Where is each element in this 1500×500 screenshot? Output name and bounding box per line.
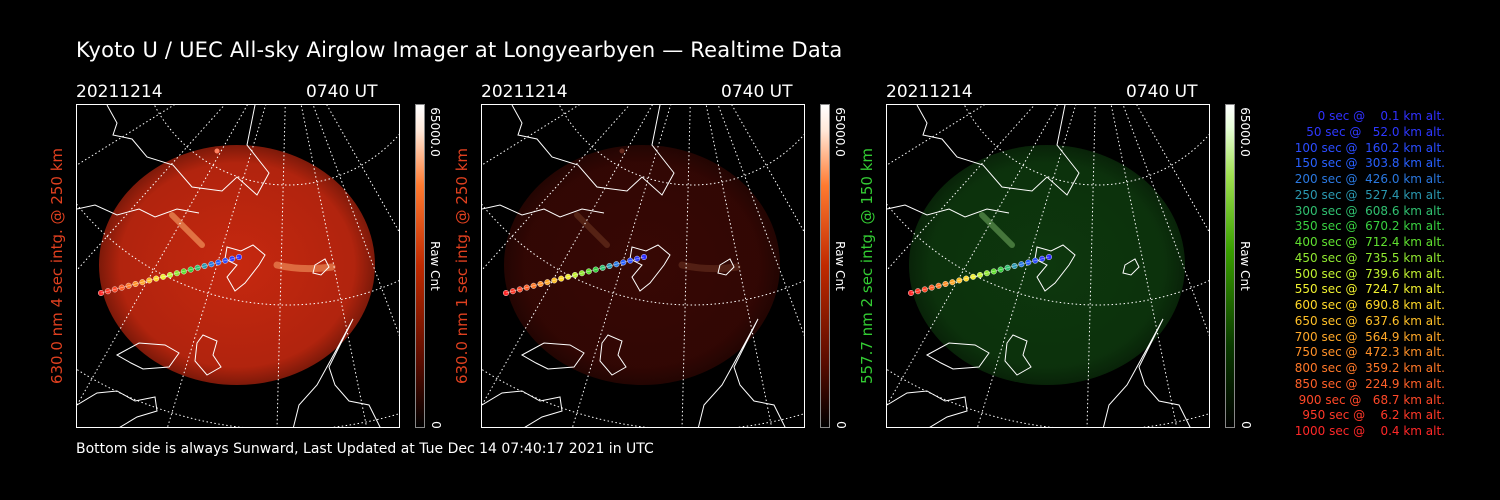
panel-2-image (481, 104, 805, 428)
legend-row: 150 sec @ 303.8 km alt. (1290, 156, 1445, 171)
panel-1-colorbar-unit: Raw Cnt (428, 241, 442, 291)
aurora-band (574, 212, 610, 248)
panel-3-map (887, 105, 1209, 427)
longitude-line (77, 105, 248, 406)
trajectory-line (100, 256, 240, 294)
panel-3-date: 20211214 (886, 82, 973, 102)
coastline (115, 342, 180, 370)
coastline (1034, 244, 1076, 292)
legend-row: 50 sec @ 52.0 km alt. (1298, 124, 1445, 139)
panel-1-date: 20211214 (76, 82, 163, 102)
coastline (916, 105, 1080, 196)
panel-2-colorbar (820, 104, 830, 428)
aurora-spot (214, 148, 220, 154)
panel-2-colorbar-unit: Raw Cnt (833, 241, 847, 291)
legend-row: 700 sec @ 564.9 km alt. (1290, 329, 1445, 344)
longitude-line (1110, 105, 1178, 427)
coastline (194, 334, 222, 376)
legend-row: 300 sec @ 608.6 km alt. (1290, 203, 1445, 218)
coastline (520, 342, 585, 370)
legend-row: 800 sec @ 359.2 km alt. (1290, 361, 1445, 375)
longitude-line (300, 105, 368, 427)
coastline (224, 244, 266, 292)
trajectory-legend: 0 sec @ 0.1 km alt. 50 sec @ 52.0 km alt… (1255, 109, 1445, 440)
panel-1-colorbar (415, 104, 425, 428)
coastline (1122, 258, 1140, 276)
panel-3-colorbar-min: 0 (1238, 421, 1253, 429)
legend-row: 950 sec @ 6.2 km alt. (1298, 408, 1445, 423)
legend-row: 750 sec @ 472.3 km alt. (1290, 345, 1445, 360)
coastline (887, 204, 1010, 218)
longitude-line (1086, 105, 1096, 427)
coastline (717, 258, 735, 276)
coastline (697, 318, 786, 427)
legend-row: 850 sec @ 224.9 km alt. (1290, 376, 1445, 391)
panel-2-colorbar-max: 65000.0 (833, 107, 847, 157)
legend-row: 600 sec @ 690.8 km alt. (1290, 298, 1445, 312)
legend-row: 1000 sec @ 0.4 km alt. (1294, 424, 1445, 438)
coastline (106, 105, 270, 196)
panel-2-colorbar-min: 0 (833, 421, 848, 429)
panel-2-time: 0740 UT (721, 82, 793, 102)
panel-2-side-label: 630.0 nm 1 sec intg. @ 250 km (453, 147, 471, 385)
aurora-band (979, 212, 1015, 248)
legend-row: 200 sec @ 426.0 km alt. (1290, 172, 1445, 186)
legend-row: 900 sec @ 68.7 km alt. (1294, 392, 1445, 407)
aurora-band (678, 261, 741, 273)
panel-3-side-label: 557.7 nm 2 sec intg. @ 150 km (858, 147, 876, 385)
longitude-line (705, 105, 773, 427)
legend-row: 450 sec @ 735.5 km alt. (1290, 250, 1445, 265)
aurora-band (169, 212, 205, 248)
coastline (629, 244, 671, 292)
legend-row: 100 sec @ 160.2 km alt. (1290, 140, 1445, 155)
longitude-line (482, 105, 653, 406)
trajectory-line (505, 256, 645, 294)
legend-row: 250 sec @ 527.4 km alt. (1290, 187, 1445, 202)
panel-1-image (76, 104, 400, 428)
panel-3-colorbar-max: 65000.0 (1238, 107, 1252, 157)
coastline (925, 342, 990, 370)
panel-3-time: 0740 UT (1126, 82, 1198, 102)
panel-1-map (77, 105, 399, 427)
legend-row: 400 sec @ 712.4 km alt. (1290, 235, 1445, 249)
page-title: Kyoto U / UEC All-sky Airglow Imager at … (76, 38, 843, 62)
legend-row: 500 sec @ 739.6 km alt. (1290, 266, 1445, 281)
panel-1-time: 0740 UT (306, 82, 378, 102)
legend-row: 650 sec @ 637.6 km alt. (1290, 313, 1445, 328)
longitude-line (276, 105, 286, 427)
longitude-line (681, 105, 691, 427)
trajectory-line (910, 256, 1050, 294)
coastline (292, 318, 381, 427)
coastline (482, 390, 563, 427)
panel-3-image (886, 104, 1210, 428)
panel-3-colorbar (1225, 104, 1235, 428)
coastline (482, 204, 605, 218)
panel-1-colorbar-min: 0 (428, 421, 443, 429)
legend-row: 350 sec @ 670.2 km alt. (1290, 219, 1445, 234)
legend-row: 0 sec @ 0.1 km alt. (1306, 109, 1445, 123)
panel-2-date: 20211214 (481, 82, 568, 102)
aurora-spot (619, 148, 625, 154)
coastline (1004, 334, 1032, 376)
coastline (77, 390, 158, 427)
legend-row: 550 sec @ 724.7 km alt. (1290, 282, 1445, 297)
longitude-line (887, 105, 1058, 406)
coastline (511, 105, 675, 196)
footer-status: Bottom side is always Sunward, Last Upda… (76, 441, 654, 457)
aurora-band (273, 261, 336, 273)
coastline (312, 258, 330, 276)
panel-2-map (482, 105, 804, 427)
coastline (599, 334, 627, 376)
coastline (887, 390, 968, 427)
panel-3-colorbar-unit: Raw Cnt (1238, 241, 1252, 291)
panel-1-colorbar-max: 65000.0 (428, 107, 442, 157)
panel-1-side-label: 630.0 nm 4 sec intg. @ 250 km (48, 147, 66, 385)
coastline (77, 204, 200, 218)
coastline (1102, 318, 1191, 427)
